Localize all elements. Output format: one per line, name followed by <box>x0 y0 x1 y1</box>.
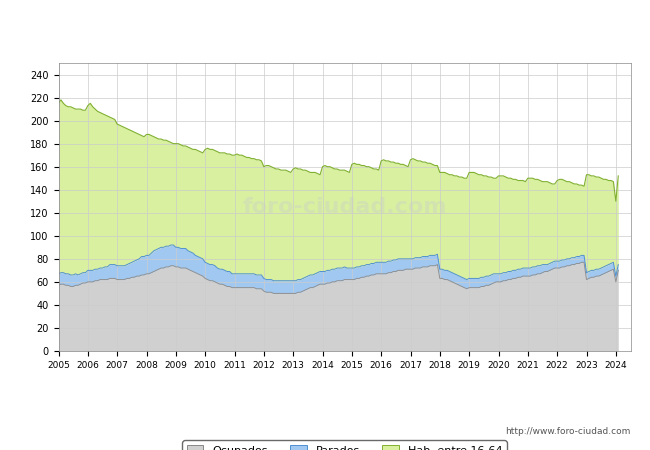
Legend: Ocupados, Parados, Hab. entre 16-64: Ocupados, Parados, Hab. entre 16-64 <box>182 440 507 450</box>
Text: Moreruela de Tábara - Evolucion de la poblacion en edad de Trabajar Mayo de 2024: Moreruela de Tábara - Evolucion de la po… <box>49 21 601 33</box>
Text: http://www.foro-ciudad.com: http://www.foro-ciudad.com <box>505 428 630 436</box>
Text: foro-ciudad.com: foro-ciudad.com <box>242 197 447 217</box>
